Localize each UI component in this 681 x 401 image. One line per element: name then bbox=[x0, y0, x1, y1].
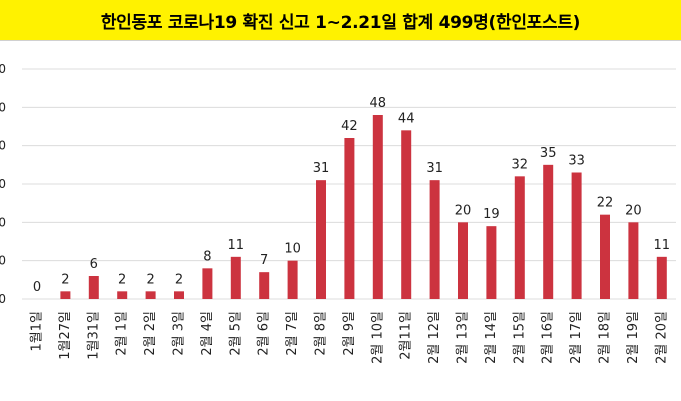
category-label: 2월 16일 bbox=[541, 311, 556, 364]
category-label: 1월31일 bbox=[86, 311, 101, 360]
bar bbox=[656, 256, 667, 299]
category-label: 2월 8일 bbox=[314, 311, 329, 356]
data-label: 44 bbox=[398, 111, 415, 126]
bar bbox=[174, 291, 184, 299]
data-label: 42 bbox=[341, 119, 358, 134]
data-label: 6 bbox=[90, 257, 98, 272]
bar bbox=[145, 291, 156, 299]
data-label: 35 bbox=[540, 146, 557, 161]
category-label: 2월 20일 bbox=[654, 311, 669, 364]
bar bbox=[543, 164, 554, 299]
bar bbox=[202, 268, 213, 299]
category-label: 1월27일 bbox=[58, 311, 73, 360]
bar bbox=[230, 256, 241, 299]
data-label: 2 bbox=[175, 272, 183, 287]
data-label: 10 bbox=[284, 242, 301, 257]
category-label: 2월 15일 bbox=[512, 311, 527, 364]
y-axis-ticks: 0 0 0 0 0 0 0 bbox=[0, 62, 6, 306]
category-label: 2월 6일 bbox=[257, 311, 272, 356]
y-tick-label: 0 bbox=[0, 100, 6, 114]
bar bbox=[287, 260, 298, 299]
category-label: 2월 10일 bbox=[370, 311, 385, 364]
category-label: 2월 19일 bbox=[626, 311, 641, 364]
bar bbox=[316, 180, 326, 299]
data-label: 48 bbox=[370, 96, 387, 111]
data-label: 33 bbox=[568, 154, 585, 169]
category-label: 1월1일 bbox=[30, 311, 45, 351]
data-label: 2 bbox=[118, 272, 126, 287]
category-label: 2월 3일 bbox=[172, 311, 187, 356]
bar bbox=[401, 130, 412, 299]
data-label: 19 bbox=[483, 207, 500, 222]
bar bbox=[486, 226, 497, 299]
bar bbox=[458, 222, 468, 299]
y-tick-label: 0 bbox=[0, 139, 6, 153]
bar bbox=[60, 291, 71, 299]
bar bbox=[600, 214, 610, 299]
data-label: 11 bbox=[654, 238, 671, 253]
category-label: 2월 13일 bbox=[456, 311, 471, 364]
category-label: 2월 18일 bbox=[598, 311, 613, 364]
category-label: 2월 7일 bbox=[285, 311, 300, 356]
y-tick-label: 0 bbox=[0, 292, 6, 306]
data-label: 32 bbox=[512, 157, 529, 172]
category-label: 2월 2일 bbox=[143, 311, 158, 356]
bar bbox=[628, 222, 639, 299]
y-tick-label: 0 bbox=[0, 215, 6, 229]
category-label: 2월11일 bbox=[399, 311, 414, 360]
bar bbox=[259, 272, 270, 299]
chart-title: 한인동포 코로나19 확진 신고 1~2.21일 합계 499명(한인포스트) bbox=[100, 12, 581, 33]
category-label: 2월 12일 bbox=[427, 311, 442, 364]
bar bbox=[571, 172, 582, 299]
category-label: 2월 1일 bbox=[115, 311, 130, 356]
data-label: 2 bbox=[146, 272, 154, 287]
category-label: 2월 14일 bbox=[484, 311, 499, 364]
category-labels: 1월1일 1월27일 1월31일 2월 1일 2월 2일 2월 3일 2월 4일 2월 5일 2… bbox=[30, 311, 670, 364]
data-label: 31 bbox=[313, 161, 330, 176]
data-label: 22 bbox=[597, 196, 614, 211]
data-label: 20 bbox=[625, 203, 642, 218]
category-label: 2월 9일 bbox=[342, 311, 357, 356]
title-bar: 한인동포 코로나19 확진 신고 1~2.21일 합계 499명(한인포스트) bbox=[0, 0, 681, 40]
bar bbox=[429, 180, 440, 299]
data-label: 20 bbox=[455, 203, 472, 218]
y-tick-label: 0 bbox=[0, 177, 6, 191]
data-label: 8 bbox=[203, 249, 211, 264]
bar bbox=[514, 176, 525, 299]
category-label: 2월 4일 bbox=[200, 311, 215, 356]
data-label: 31 bbox=[426, 161, 443, 176]
data-label: 2 bbox=[61, 272, 69, 287]
bar bbox=[372, 115, 383, 299]
y-tick-label: 0 bbox=[0, 254, 6, 268]
category-label: 2월 5일 bbox=[228, 311, 243, 356]
data-label: 7 bbox=[260, 253, 268, 268]
bar bbox=[117, 291, 128, 299]
bar bbox=[88, 276, 99, 299]
data-label: 11 bbox=[228, 238, 245, 253]
bars bbox=[60, 115, 667, 299]
y-tick-label: 0 bbox=[0, 62, 6, 76]
bar bbox=[344, 138, 355, 299]
data-label: 0 bbox=[33, 280, 41, 295]
category-label: 2월 17일 bbox=[569, 311, 584, 364]
